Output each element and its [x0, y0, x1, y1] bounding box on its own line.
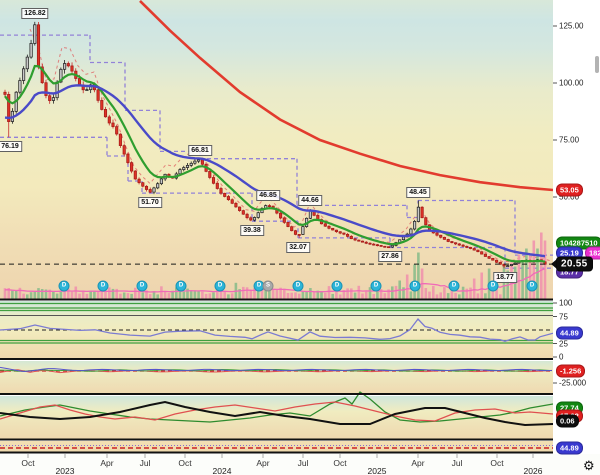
panel-separator	[0, 358, 553, 360]
bottom-strip-panel-bg	[0, 441, 553, 453]
settings-gear-icon[interactable]: ⚙	[583, 458, 595, 473]
panel-separator	[0, 438, 553, 441]
adx-panel-bg	[0, 396, 553, 440]
ma-long-line	[139, 0, 553, 192]
oscillator-blue-line	[0, 366, 553, 373]
volume-series	[3, 232, 547, 299]
di-minus-line	[0, 401, 553, 422]
panel-separator	[0, 298, 553, 301]
plot-area	[0, 0, 553, 449]
adx-line	[0, 400, 553, 427]
ma-fast-line	[4, 64, 546, 263]
price-panel-bg	[0, 0, 553, 300]
right-axis-strip	[553, 0, 600, 454]
panel-separator	[0, 393, 553, 395]
scrollbar-thumb[interactable]	[595, 56, 599, 73]
di-plus-line	[0, 391, 553, 423]
panel-separator	[0, 451, 553, 454]
oscillator-panel-bg	[0, 361, 553, 394]
rsi-line	[0, 317, 553, 342]
oscillator-green-line	[0, 368, 553, 372]
time-axis-strip	[0, 454, 600, 475]
